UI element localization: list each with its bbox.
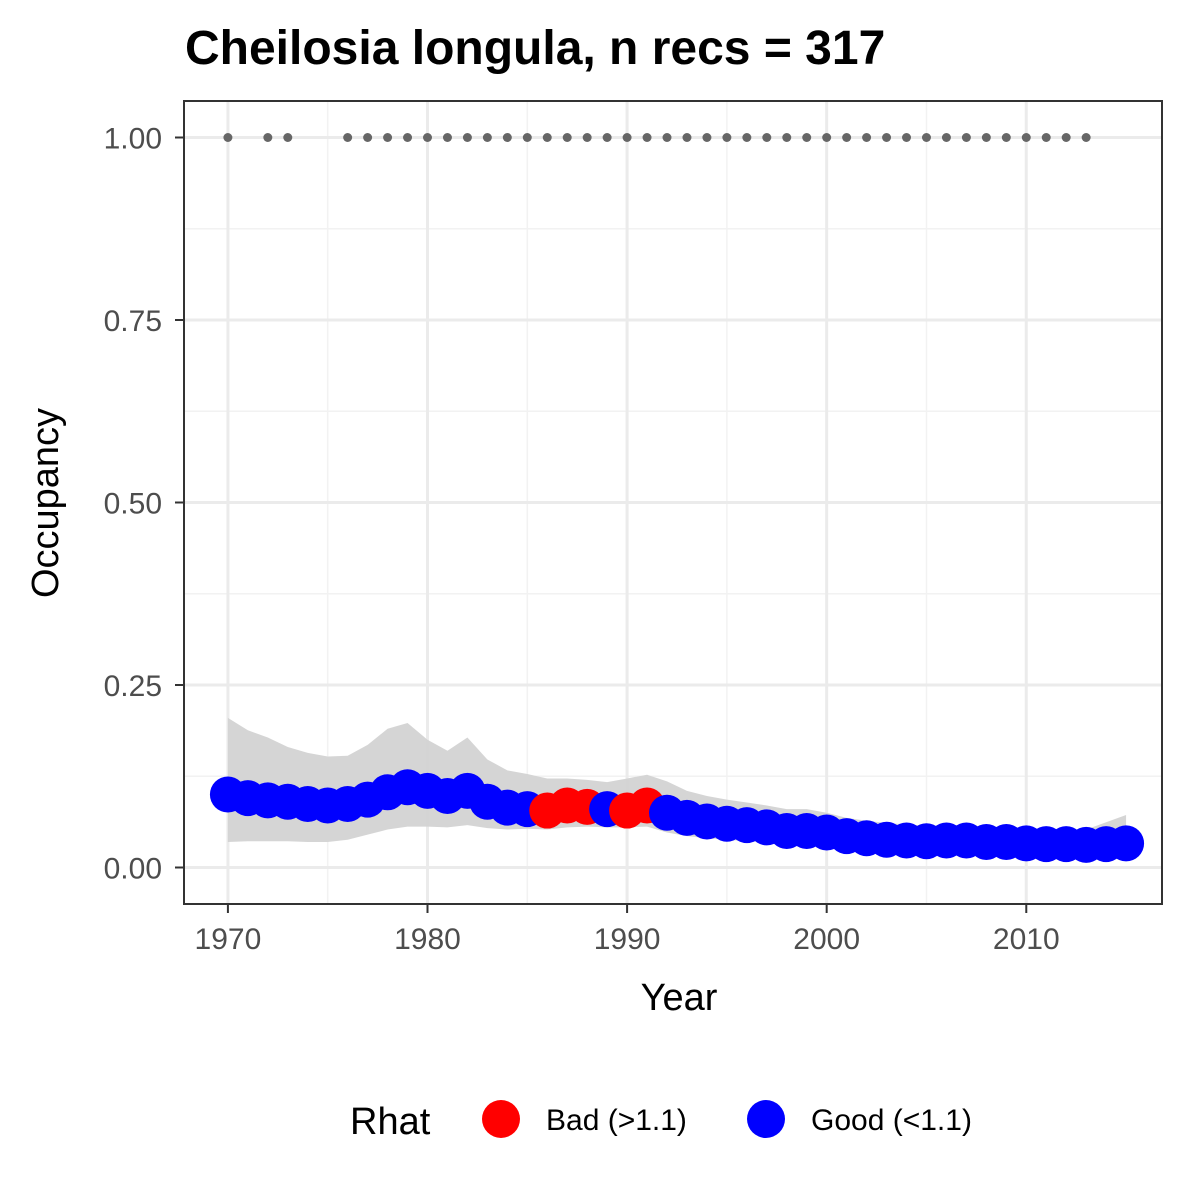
record-dot bbox=[662, 133, 672, 142]
record-dot bbox=[363, 133, 373, 142]
record-dot bbox=[442, 133, 452, 142]
record-dot bbox=[1081, 133, 1091, 142]
y-tick-label: 0.25 bbox=[104, 670, 162, 703]
record-dot bbox=[802, 133, 812, 142]
ticks-layer: 1970 1980 1990 2000 2010 0.00 0.25 0.50 0.75 1.00 bbox=[104, 123, 1060, 957]
record-dot bbox=[961, 133, 971, 142]
record-dot bbox=[582, 133, 592, 142]
record-dot bbox=[762, 133, 772, 142]
legend-title: Rhat bbox=[350, 1101, 431, 1143]
record-dot bbox=[343, 133, 353, 142]
record-dot bbox=[1021, 133, 1031, 142]
x-tick-label: 1990 bbox=[594, 923, 661, 956]
x-tick-label: 1970 bbox=[195, 923, 262, 956]
record-dot bbox=[522, 133, 532, 142]
record-dot bbox=[882, 133, 892, 142]
legend-swatch-bad bbox=[482, 1100, 520, 1138]
record-dot bbox=[782, 133, 792, 142]
y-axis-title: Occupancy bbox=[25, 408, 67, 598]
record-dot bbox=[742, 133, 752, 142]
record-dot bbox=[383, 133, 393, 142]
legend-label-good: Good (<1.1) bbox=[811, 1104, 972, 1137]
record-dot bbox=[502, 133, 512, 142]
occupancy-point bbox=[1108, 825, 1145, 862]
record-dot bbox=[263, 133, 273, 142]
record-dot bbox=[622, 133, 632, 142]
record-dot bbox=[482, 133, 492, 142]
record-dot bbox=[842, 133, 852, 142]
record-dot bbox=[862, 133, 872, 142]
legend-swatch-good bbox=[747, 1100, 785, 1138]
record-dot bbox=[1041, 133, 1051, 142]
record-dot bbox=[722, 133, 732, 142]
grid-layer bbox=[184, 101, 1162, 904]
legend: Rhat Bad (>1.1) Good (<1.1) bbox=[350, 1100, 972, 1143]
record-dot bbox=[921, 133, 931, 142]
record-dot bbox=[682, 133, 692, 142]
legend-label-bad: Bad (>1.1) bbox=[546, 1104, 687, 1137]
chart-title: Cheilosia longula, n recs = 317 bbox=[185, 22, 885, 75]
x-axis-title: Year bbox=[641, 977, 718, 1019]
record-dot bbox=[283, 133, 293, 142]
x-tick-label: 2010 bbox=[993, 923, 1060, 956]
record-dot bbox=[822, 133, 832, 142]
record-dot bbox=[981, 133, 991, 142]
record-dot bbox=[1001, 133, 1011, 142]
y-tick-label: 0.75 bbox=[104, 305, 162, 338]
record-dot bbox=[941, 133, 951, 142]
record-dot bbox=[902, 133, 912, 142]
record-dot bbox=[462, 133, 472, 142]
record-dot bbox=[223, 133, 233, 142]
record-dot bbox=[1061, 133, 1071, 142]
record-dot bbox=[602, 133, 612, 142]
x-tick-label: 2000 bbox=[793, 923, 860, 956]
record-dot bbox=[542, 133, 552, 142]
record-dot bbox=[562, 133, 572, 142]
points-layer bbox=[209, 769, 1145, 863]
y-tick-label: 0.50 bbox=[104, 488, 162, 521]
record-dot bbox=[702, 133, 712, 142]
y-tick-label: 0.00 bbox=[104, 853, 162, 886]
record-dot bbox=[642, 133, 652, 142]
x-tick-label: 1980 bbox=[394, 923, 461, 956]
credible-interval-ribbon bbox=[227, 717, 1127, 856]
y-tick-label: 1.00 bbox=[104, 123, 162, 156]
ribbon-layer bbox=[227, 717, 1127, 856]
record-dot bbox=[423, 133, 433, 142]
records-layer bbox=[223, 133, 1091, 142]
record-dot bbox=[403, 133, 413, 142]
